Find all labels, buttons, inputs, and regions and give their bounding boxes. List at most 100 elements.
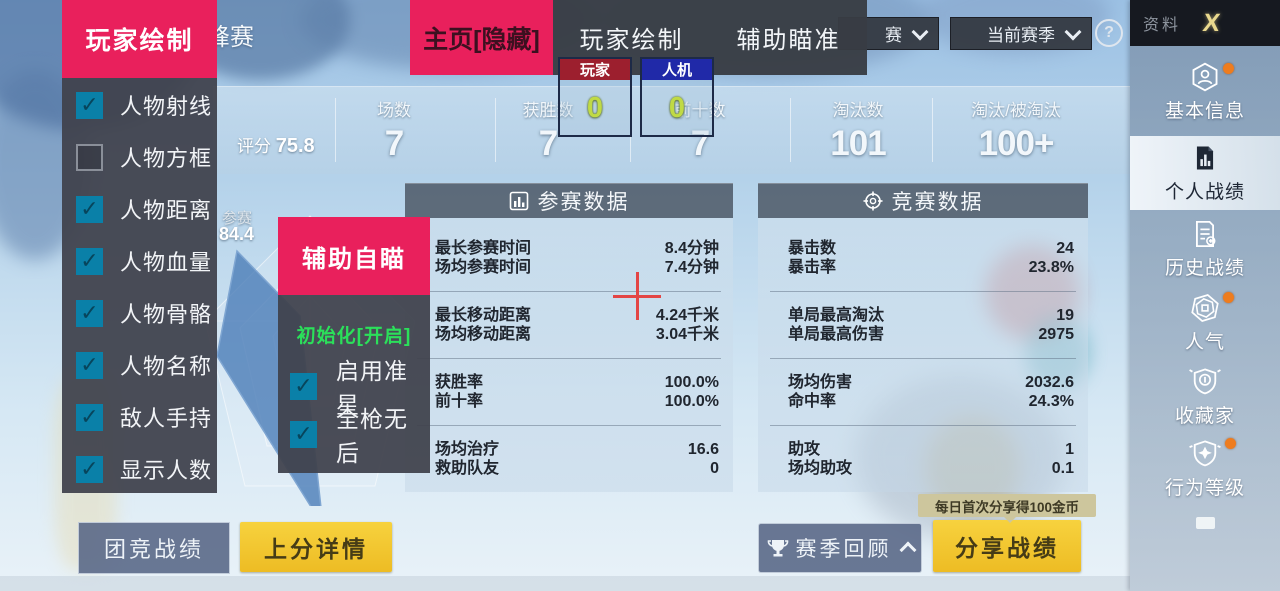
- cheat-tab-draw[interactable]: 玩家绘制: [579, 27, 684, 54]
- cheat-option-row: 启用准星: [278, 358, 430, 418]
- bot-counter-label: 人机: [642, 59, 712, 80]
- help-icon[interactable]: ?: [1095, 19, 1123, 47]
- stat-row: 单局最高伤害 2975: [788, 326, 1074, 343]
- aim-init-status[interactable]: 初始化[开启]: [296, 326, 412, 347]
- checkbox[interactable]: [76, 195, 103, 223]
- sidebar-more-indicator[interactable]: [1196, 517, 1215, 529]
- divider: [770, 358, 1076, 359]
- stat-col-kd: 淘汰/被淘汰 100+: [971, 101, 1061, 163]
- popularity-icon: [1191, 293, 1219, 322]
- stat-row: 获胜率 100.0%: [435, 374, 719, 391]
- cheat-option-row: 人物距离: [62, 183, 217, 235]
- cheat-aim-panel: 辅助自瞄 初始化[开启] 启用准星 全枪无后: [278, 217, 430, 473]
- stat-row: 助攻 1: [788, 441, 1074, 458]
- chevron-down-icon: [911, 23, 929, 41]
- sidebar-header: 资料 X: [1130, 0, 1280, 46]
- divider: [770, 291, 1076, 292]
- stat-row: 前十率 100.0%: [435, 393, 719, 410]
- cheat-option-row: 敌人手持: [62, 391, 217, 443]
- panel-title: 竞赛数据: [891, 190, 984, 214]
- cheat-home-button[interactable]: 主页[隐藏]: [410, 0, 553, 75]
- divider: [770, 425, 1076, 426]
- checkbox[interactable]: [76, 351, 103, 379]
- bar-chart-icon: [509, 191, 528, 210]
- stat-row: 暴击率 23.8%: [788, 259, 1074, 276]
- stat-col-wins: 获胜数 7: [522, 101, 574, 163]
- checkbox[interactable]: [76, 91, 103, 119]
- cheat-option-row: 人物方框: [62, 131, 217, 183]
- cheat-option-row: 人物骨骼: [62, 287, 217, 339]
- player-counter: 玩家 0: [558, 57, 632, 137]
- record-chart-icon: [1196, 145, 1214, 170]
- rank-detail-button[interactable]: 上分详情: [240, 522, 392, 572]
- cheat-option-row: 显示人数: [62, 443, 217, 495]
- checkbox[interactable]: [290, 372, 317, 400]
- stat-row: 最长参赛时间 8.4分钟: [435, 240, 719, 257]
- checkbox[interactable]: [76, 299, 103, 327]
- sidebar-item-personal-record[interactable]: 个人战绩: [1130, 136, 1280, 210]
- panel-title: 参赛数据: [537, 190, 630, 214]
- cheat-option-row: 全枪无后: [278, 406, 430, 466]
- divider: [417, 358, 721, 359]
- checkbox[interactable]: [290, 420, 317, 448]
- sidebar-item-collector[interactable]: 收藏家: [1130, 360, 1280, 434]
- season-dropdown[interactable]: 当前赛季: [950, 17, 1092, 50]
- participation-panel: 参赛数据 最长参赛时间 8.4分钟 场均参赛时间 7.4分钟 最长移动距离 4.24千…: [405, 183, 733, 492]
- stat-row: 场均伤害 2032.6: [788, 374, 1074, 391]
- checkbox[interactable]: [76, 143, 103, 171]
- sidebar-item-history-record[interactable]: 历史战绩: [1130, 212, 1280, 286]
- stat-col-kills: 淘汰数 101: [830, 101, 886, 163]
- cheat-draw-panel-title[interactable]: 玩家绘制: [62, 0, 217, 78]
- target-icon: [863, 191, 882, 210]
- checkbox[interactable]: [76, 455, 103, 483]
- profile-sidebar: 资料 X 基本信息 个人战绩: [1130, 0, 1280, 591]
- bot-counter-value: 0: [668, 92, 686, 124]
- sidebar-title: 资料: [1143, 17, 1182, 34]
- cheat-option-row: 人物名称: [62, 339, 217, 391]
- stat-row: 暴击数 24: [788, 240, 1074, 257]
- match-panel: 竞赛数据 暴击数 24 暴击率 23.8% 单局最高淘汰 19 单局最高伤害 2975 …: [758, 183, 1088, 492]
- stat-row: 最长移动距离 4.24千米: [435, 307, 719, 324]
- trophy-icon: [767, 540, 788, 557]
- ground-strip: [0, 576, 1130, 591]
- bot-counter: 人机 0: [640, 57, 714, 137]
- player-counter-value: 0: [586, 92, 604, 124]
- team-record-button[interactable]: 团竞战绩: [78, 522, 230, 574]
- season-review-button[interactable]: 赛季回顾: [758, 523, 922, 573]
- cheat-aim-panel-title[interactable]: 辅助自瞄: [278, 217, 430, 295]
- stat-row: 场均助攻 0.1: [788, 460, 1074, 477]
- share-reward-tooltip: 每日首次分享得100金币: [918, 494, 1096, 523]
- share-record-button[interactable]: 分享战绩: [933, 520, 1081, 572]
- divider: [417, 425, 721, 426]
- close-icon[interactable]: X: [1201, 8, 1222, 37]
- notification-dot: [1223, 292, 1234, 303]
- stat-row: 命中率 24.3%: [788, 393, 1074, 410]
- stat-row: 场均移动距离 3.04千米: [435, 326, 719, 343]
- rating-label: 评分: [237, 137, 271, 156]
- cheat-option-row: 人物血量: [62, 235, 217, 287]
- sidebar-item-popularity[interactable]: 人气: [1130, 286, 1280, 360]
- notification-dot: [1223, 63, 1234, 74]
- cheat-tab-aim[interactable]: 辅助瞄准: [736, 27, 841, 54]
- stat-col-matches: 场数 7: [377, 101, 411, 163]
- stats-summary-band: 评分 75.8 场数 7 获胜数 7 前十数 7 淘汰数 101 淘汰/被淘汰 …: [213, 86, 1130, 174]
- sidebar-item-basic-info[interactable]: 基本信息: [1130, 55, 1280, 129]
- cheat-option-row: 人物射线: [62, 79, 217, 131]
- history-doc-icon: [1196, 220, 1216, 247]
- rating: 评分 75.8: [237, 132, 315, 158]
- checkbox[interactable]: [76, 403, 103, 431]
- person-hexagon-icon: [1192, 62, 1218, 91]
- notification-dot: [1225, 438, 1236, 449]
- stat-row: 救助队友 0: [435, 460, 719, 477]
- stat-row: 场均参赛时间 7.4分钟: [435, 259, 719, 276]
- divider: [417, 291, 721, 292]
- stat-row: 场均治疗 16.6: [435, 441, 719, 458]
- checkbox[interactable]: [76, 247, 103, 275]
- cheat-draw-panel: 玩家绘制 人物射线 人物方框 人物距离 人物血量 人物骨骼: [62, 0, 217, 493]
- sidebar-item-conduct-level[interactable]: 行为等级: [1130, 432, 1280, 506]
- chevron-down-icon: [1064, 23, 1082, 41]
- player-counter-label: 玩家: [560, 59, 630, 80]
- collector-badge-icon: [1189, 367, 1221, 394]
- conduct-shield-icon: [1189, 439, 1221, 466]
